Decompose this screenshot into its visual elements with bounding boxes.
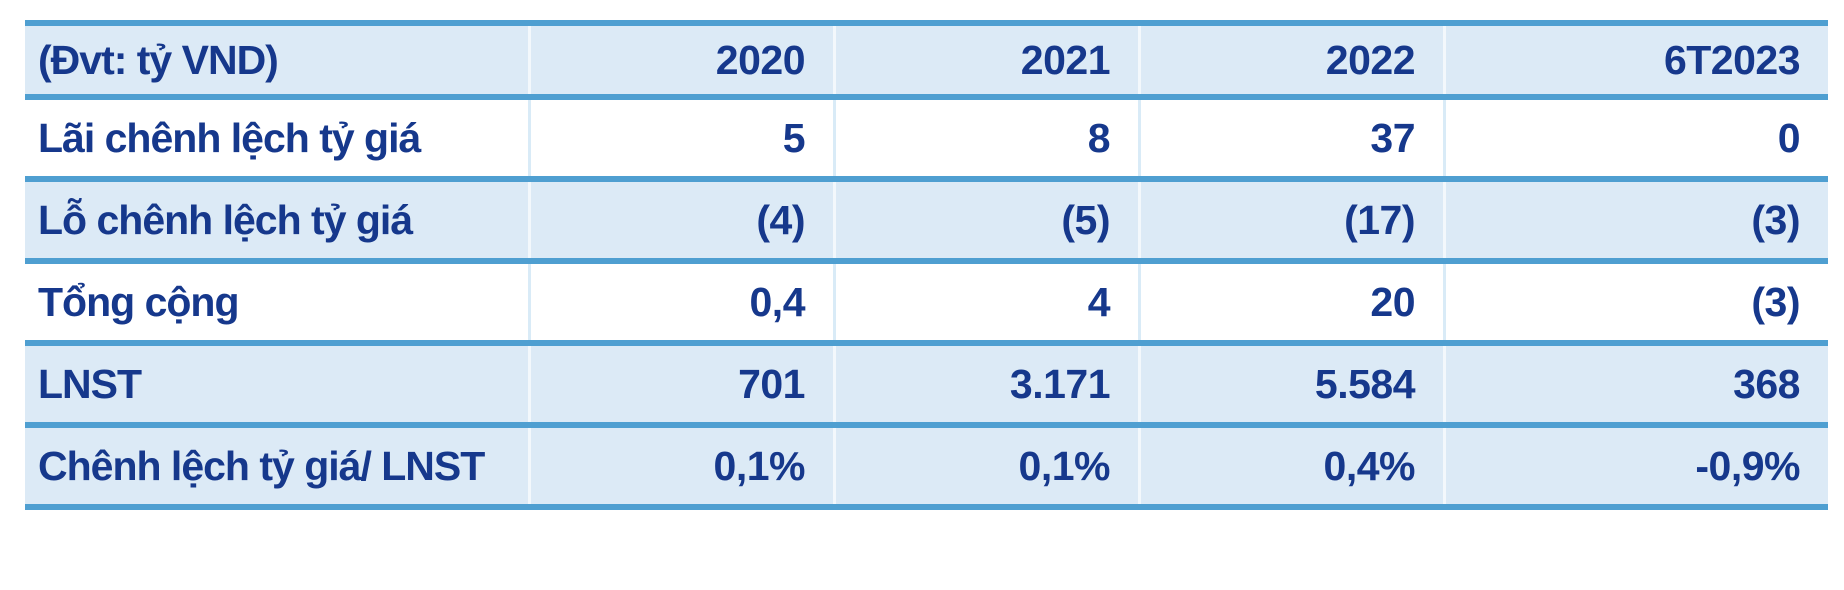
value-cell: 0,1% bbox=[528, 425, 833, 507]
fx-impact-table: (Đvt: tỷ VND) 2020 2021 2022 6T2023 Lãi … bbox=[25, 20, 1828, 510]
value-cell: (17) bbox=[1138, 179, 1443, 261]
row-label: Lãi chênh lệch tỷ giá bbox=[38, 114, 421, 161]
column-header-2020: 2020 bbox=[528, 23, 833, 97]
row-label: Chênh lệch tỷ giá/ LNST bbox=[25, 425, 528, 507]
value-cell: 3.171 bbox=[833, 343, 1138, 425]
value-cell: 0,4 bbox=[528, 261, 833, 343]
value-cell: 0 bbox=[1443, 97, 1828, 179]
table-header-row: (Đvt: tỷ VND) 2020 2021 2022 6T2023 bbox=[25, 23, 1828, 97]
value-cell: 20 bbox=[1138, 261, 1443, 343]
value-cell: 4 bbox=[833, 261, 1138, 343]
value-cell: 0,1% bbox=[833, 425, 1138, 507]
column-header-2021: 2021 bbox=[833, 23, 1138, 97]
value-cell: 5 bbox=[528, 97, 833, 179]
column-header-6t2023: 6T2023 bbox=[1443, 23, 1828, 97]
table-row-fx-loss: Lỗ chênh lệch tỷ giá (4) (5) (17) (3) bbox=[25, 179, 1828, 261]
unit-label-cell: (Đvt: tỷ VND) bbox=[25, 23, 528, 97]
value-cell: 701 bbox=[528, 343, 833, 425]
table-row-fx-gain: Lãi chênh lệch tỷ giá 5 8 37 0 bbox=[25, 97, 1828, 179]
table-row-total: Tổng cộng 0,4 4 20 (3) bbox=[25, 261, 1828, 343]
value-cell: 0,4% bbox=[1138, 425, 1443, 507]
value-cell: (4) bbox=[528, 179, 833, 261]
value-cell: (5) bbox=[833, 179, 1138, 261]
column-header-2022: 2022 bbox=[1138, 23, 1443, 97]
value-cell: (3) bbox=[1443, 179, 1828, 261]
value-cell: (3) bbox=[1443, 261, 1828, 343]
row-label: LNST bbox=[25, 343, 528, 425]
value-cell: 8 bbox=[833, 97, 1138, 179]
table-row-lnst: LNST 701 3.171 5.584 368 bbox=[25, 343, 1828, 425]
row-label: Tổng cộng bbox=[38, 278, 240, 325]
table-row-fx-over-lnst: Chênh lệch tỷ giá/ LNST 0,1% 0,1% 0,4% -… bbox=[25, 425, 1828, 507]
value-cell: 37 bbox=[1138, 97, 1443, 179]
value-cell: -0,9% bbox=[1443, 425, 1828, 507]
value-cell: 5.584 bbox=[1138, 343, 1443, 425]
value-cell: 368 bbox=[1443, 343, 1828, 425]
row-label: Lỗ chênh lệch tỷ giá bbox=[25, 179, 528, 261]
